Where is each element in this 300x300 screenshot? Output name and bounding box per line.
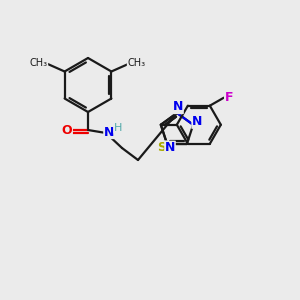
Text: CH₃: CH₃ (30, 58, 48, 68)
Text: F: F (225, 91, 233, 104)
Text: N: N (192, 115, 202, 128)
Text: N: N (173, 100, 183, 113)
Text: H: H (114, 123, 122, 133)
Text: S: S (158, 141, 166, 154)
Text: N: N (104, 125, 114, 139)
Text: N: N (165, 141, 175, 154)
Text: O: O (62, 124, 72, 136)
Text: CH₃: CH₃ (127, 58, 146, 68)
